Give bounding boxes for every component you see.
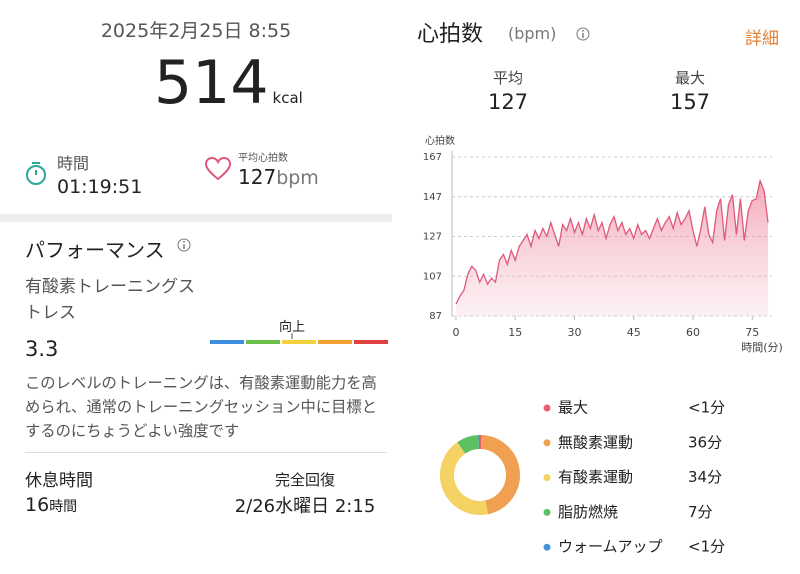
legend-value: 34分 xyxy=(688,468,722,486)
y-axis-label: 心拍数 xyxy=(425,134,455,147)
legend-label: 最大 xyxy=(558,399,588,417)
x-tick-label: 75 xyxy=(745,326,759,339)
avg-hr-label: 平均心拍数 xyxy=(238,153,288,164)
legend-value: 7分 xyxy=(688,503,713,521)
legend-dot xyxy=(543,474,551,482)
stress-value: 3.3 xyxy=(25,337,59,361)
info-icon[interactable] xyxy=(576,27,590,41)
legend-dot xyxy=(543,543,551,551)
rest-unit: 時間 xyxy=(49,499,78,515)
zone-arc xyxy=(457,435,480,454)
heart-icon xyxy=(204,156,232,181)
stress-label: 有酸素トレーニングストレス xyxy=(25,277,195,323)
avg-hr-unit: bpm xyxy=(276,167,319,189)
y-tick-label: 87 xyxy=(429,311,442,322)
duration-label: 時間 xyxy=(57,154,90,173)
hr-unit: (bpm) xyxy=(508,24,557,43)
hr-chart: 心拍数 87 107 127 147 167 0 15 30 45 60 75 時間(分) xyxy=(423,134,783,354)
info-icon[interactable] xyxy=(177,238,191,252)
rest-label: 休息時間 xyxy=(25,471,93,491)
hr-area xyxy=(455,180,769,316)
hr-max-label: 最大 xyxy=(674,69,706,87)
calories-row: 514 kcal xyxy=(154,48,303,118)
duration: 01:19:51 xyxy=(57,176,143,198)
calories-unit: kcal xyxy=(272,89,303,107)
legend-value: 36分 xyxy=(688,433,722,451)
x-tick-label: 30 xyxy=(567,326,581,339)
x-axis-label: 時間(分) xyxy=(741,341,783,354)
x-tick-label: 60 xyxy=(686,326,700,339)
legend-label: 有酸素運動 xyxy=(558,468,633,486)
hr-avg: 127 xyxy=(487,90,529,114)
zone-arc xyxy=(440,442,488,515)
rest-row: 16 時間 xyxy=(25,494,77,516)
calories: 514 xyxy=(154,48,269,118)
legend-value: <1分 xyxy=(688,538,725,556)
x-tick-label: 45 xyxy=(627,326,641,339)
avg-hr: 127 xyxy=(238,165,277,189)
hr-title: 心拍数 xyxy=(417,22,484,47)
stress-scale xyxy=(210,333,388,344)
legend-label: 脂肪燃焼 xyxy=(558,503,618,521)
y-tick-label: 167 xyxy=(423,152,442,163)
full-recovery-time: 2/26水曜日 2:15 xyxy=(234,496,376,517)
performance-title: パフォーマンス xyxy=(25,238,165,262)
legend-dot xyxy=(543,439,551,447)
description: このレベルのトレーニングは、有酸素運動能力を高められ、通常のトレーニングセッショ… xyxy=(25,374,377,440)
x-tick-label: 15 xyxy=(508,326,522,339)
y-tick-label: 107 xyxy=(423,271,442,282)
legend-label: ウォームアップ xyxy=(558,538,663,556)
timer-icon xyxy=(26,162,46,185)
hr-avg-label: 平均 xyxy=(492,69,524,87)
stress-level: 向上 xyxy=(278,320,306,335)
section-gap xyxy=(0,214,392,222)
avg-hr-row: 127 bpm xyxy=(238,165,319,189)
x-tick-label: 0 xyxy=(452,326,459,339)
datetime: 2025年2月25日 8:55 xyxy=(100,20,292,42)
legend-dot xyxy=(543,508,551,516)
full-recovery-label: 完全回復 xyxy=(274,471,336,489)
zone-arc xyxy=(480,435,520,515)
legend-label: 無酸素運動 xyxy=(558,433,633,451)
rest-value: 16 xyxy=(25,494,50,516)
divider xyxy=(25,452,387,453)
y-tick-label: 127 xyxy=(423,232,442,243)
legend-value: <1分 xyxy=(688,399,725,417)
legend-dot xyxy=(543,404,551,412)
hr-max: 157 xyxy=(669,90,711,114)
y-tick-label: 147 xyxy=(423,192,442,203)
detail-link[interactable]: 詳細 xyxy=(745,29,779,49)
hr-line xyxy=(455,178,769,305)
